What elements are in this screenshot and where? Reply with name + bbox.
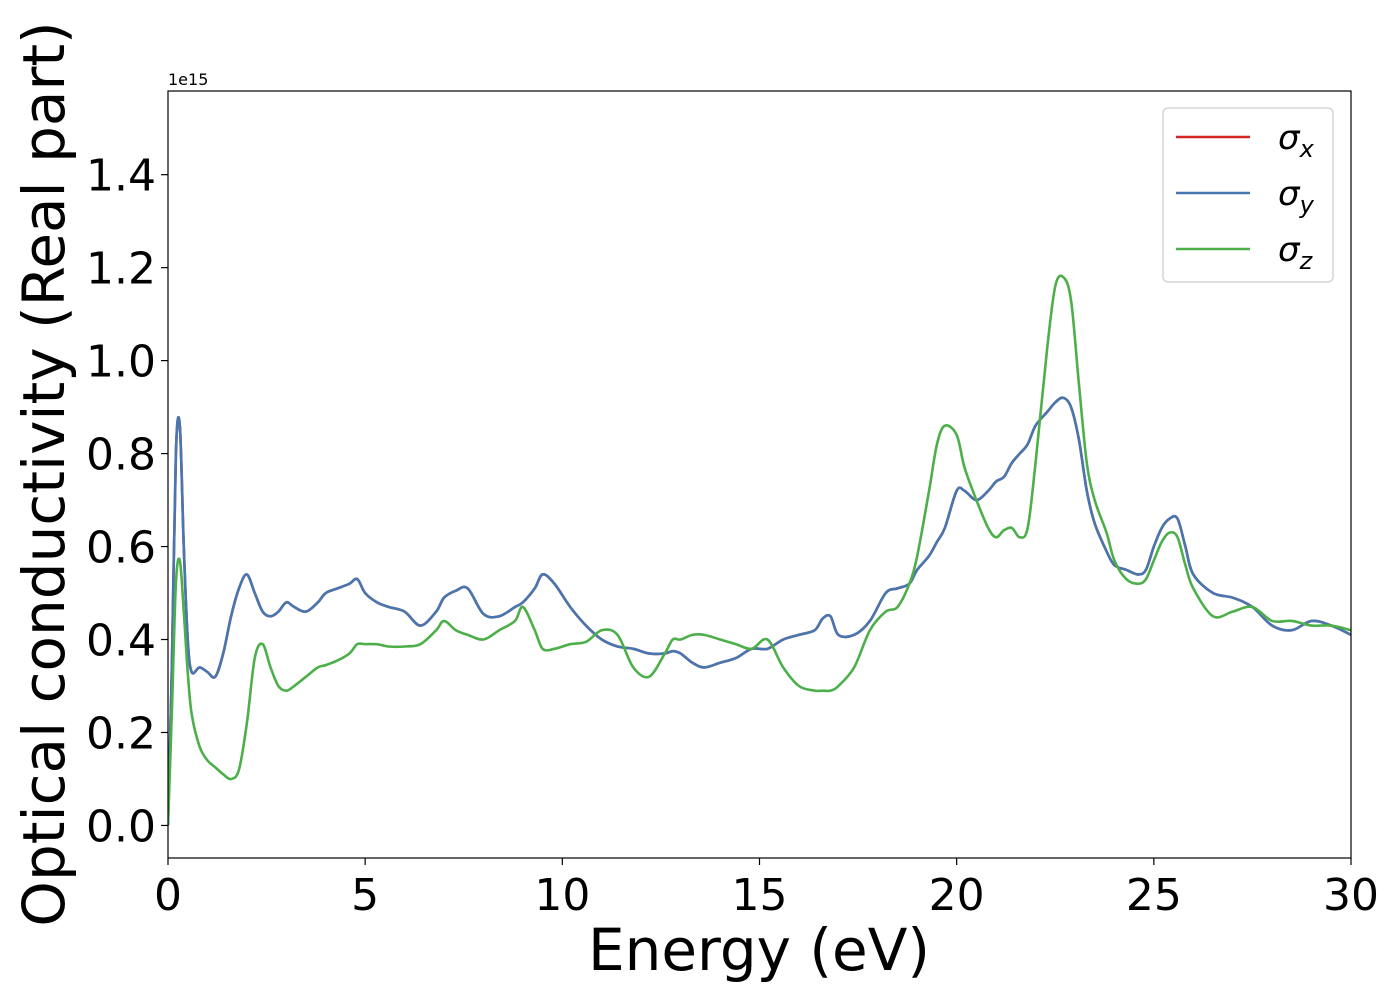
series-line-x [168,396,1351,826]
x-tick-label: 10 [534,870,590,921]
legend: σx σy σz [1162,107,1334,283]
x-tick-label: 15 [732,870,788,921]
legend-label-z: σz [1278,230,1314,275]
y-tick-label: 1.2 [86,244,156,295]
x-axis-label: Energy (eV) [588,916,930,984]
y-axis-ticks: 0.0 0.2 0.4 0.6 0.8 1.0 1.2 1.4 [86,151,168,852]
y-tick-label: 0.0 [86,801,156,852]
series-layer [168,274,1351,826]
legend-label-y: σy [1278,174,1315,219]
legend-box [1162,107,1334,283]
legend-label-x: σx [1278,118,1315,163]
y-axis-label: Optical conductivity (Real part) [10,21,78,926]
y-tick-label: 0.8 [86,430,156,481]
series-line-y [168,396,1351,826]
x-tick-label: 5 [351,870,379,921]
y-tick-label: 1.4 [86,151,156,202]
x-tick-label: 0 [154,870,182,921]
x-axis-ticks: 0 5 10 15 20 25 30 [154,858,1379,921]
y-tick-label: 0.4 [86,616,156,667]
y-tick-label: 1.0 [86,337,156,388]
x-tick-label: 30 [1323,870,1379,921]
x-tick-label: 20 [929,870,985,921]
y-tick-label: 0.6 [86,523,156,574]
y-offset-label: 1e15 [168,70,208,89]
y-tick-label: 0.2 [86,708,156,759]
series-line-z [168,274,1351,826]
x-tick-label: 25 [1126,870,1182,921]
